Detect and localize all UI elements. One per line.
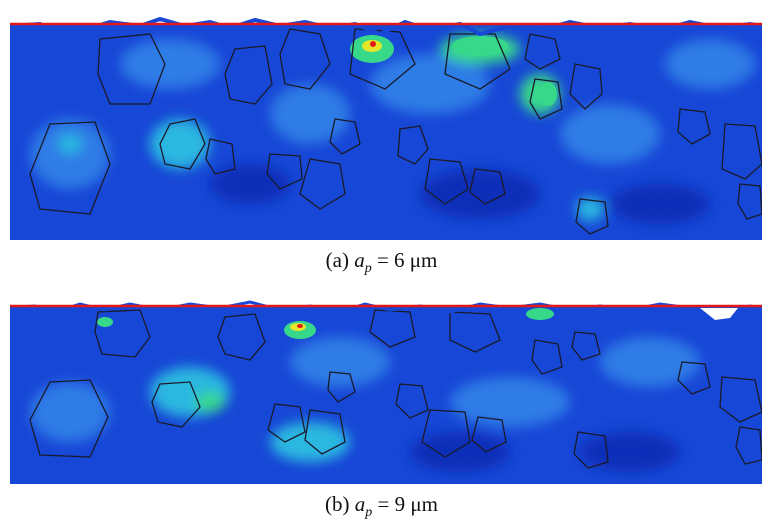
caption-b-value: = 9 μm <box>372 492 438 516</box>
contour-panel-a <box>10 4 762 240</box>
panel-a-hot-spots <box>350 35 557 106</box>
contour-panel-b <box>10 292 762 484</box>
panel-b-hot-spots <box>97 308 554 339</box>
caption-b-sub: p <box>365 505 373 521</box>
caption-a-label: (a) <box>325 248 349 272</box>
caption-a: (a) ap = 6 μm <box>0 248 763 277</box>
caption-b-label: (b) <box>325 492 350 516</box>
caption-b-var: a <box>354 492 366 516</box>
caption-a-var: a <box>354 248 365 272</box>
caption-b: (b) ap = 9 μm <box>0 492 763 521</box>
caption-a-sub: p <box>364 261 372 277</box>
panel-b-grain-outlines <box>29 309 762 469</box>
panel-b-contour-patches <box>30 337 700 472</box>
caption-a-value: = 6 μm <box>371 248 438 272</box>
